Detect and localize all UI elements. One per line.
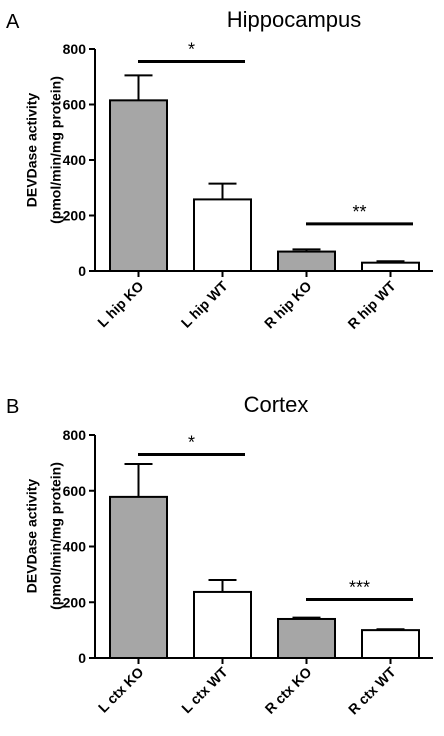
panel-a-hippocampus: A Hippocampus DEVDase activity (pmol/min/mg… <box>6 7 433 332</box>
bar <box>277 250 336 272</box>
significance-marker: * <box>188 433 195 453</box>
significance-marker: *** <box>349 577 370 597</box>
bar <box>361 261 420 272</box>
y-axis-label-units: (pmol/min/mg protein) <box>48 462 64 610</box>
y-tick-label: 200 <box>63 208 87 224</box>
bar <box>109 99 168 273</box>
y-tick-label: 800 <box>63 427 87 443</box>
y-tick-label: 400 <box>63 539 87 555</box>
x-tick-label: R hip KO <box>261 278 315 332</box>
bar <box>193 198 252 272</box>
x-tick-label: L ctx KO <box>95 664 147 716</box>
bar <box>277 617 336 659</box>
y-axis-label: DEVDase activity <box>24 93 40 208</box>
y-axis-label: DEVDase activity <box>24 479 40 594</box>
y-axis-label-units: (pmol/min/mg protein) <box>48 76 64 224</box>
bar <box>193 590 252 660</box>
y-tick-label: 0 <box>78 650 86 666</box>
x-tick-label: L hip WT <box>178 277 231 330</box>
y-tick-label: 600 <box>63 97 87 113</box>
significance-marker: * <box>188 39 195 59</box>
x-tick-label: R hip WT <box>344 277 399 332</box>
x-tick-label: L hip KO <box>94 278 146 330</box>
panel-b-cortex: B Cortex DEVDase activity (pmol/min/mg prot… <box>6 392 433 717</box>
y-tick-label: 800 <box>63 41 87 57</box>
bar <box>109 495 168 659</box>
x-tick-label: R ctx WT <box>345 663 399 717</box>
panel-label: B <box>6 396 19 418</box>
y-tick-label: 400 <box>63 152 87 168</box>
chart-title: Cortex <box>244 392 309 417</box>
y-tick-label: 600 <box>63 483 87 499</box>
chart-title: Hippocampus <box>227 7 362 32</box>
y-tick-label: 200 <box>63 594 87 610</box>
y-tick-label: 0 <box>78 263 86 279</box>
panel-label: A <box>6 11 20 33</box>
significance-marker: ** <box>352 202 366 222</box>
bar <box>361 629 420 659</box>
x-tick-label: L ctx WT <box>178 663 231 716</box>
x-tick-label: R ctx KO <box>261 664 314 717</box>
